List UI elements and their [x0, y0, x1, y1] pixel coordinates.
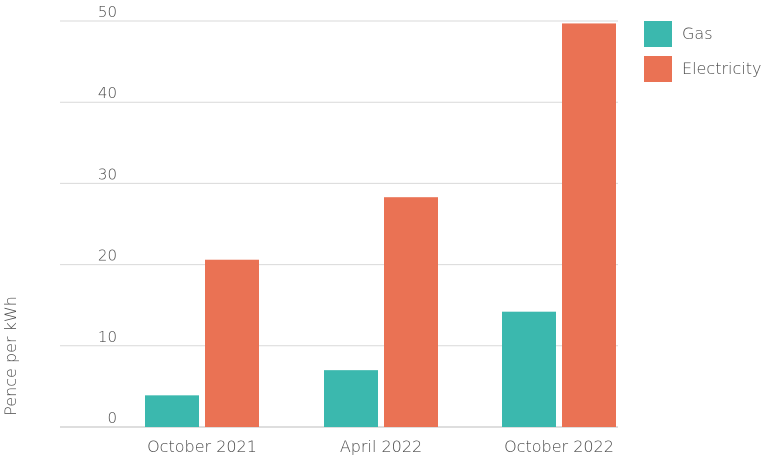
legend-swatch-gas	[644, 21, 672, 47]
y-tick-label-50: 50	[98, 3, 117, 21]
y-axis-label: Pence per kWh	[1, 296, 20, 416]
bar-gas-1	[145, 395, 199, 427]
x-tick-label-2: April 2022	[340, 437, 422, 456]
y-tick-label-40: 40	[98, 84, 117, 102]
bar-electricity-2	[384, 197, 438, 427]
legend: Gas Electricity	[644, 21, 761, 82]
y-tick-label-20: 20	[98, 247, 117, 265]
legend-label-electricity: Electricity	[682, 59, 761, 78]
y-tick-label-10: 10	[98, 328, 117, 346]
legend-swatch-electricity	[644, 56, 672, 82]
y-tick-label-30: 30	[98, 165, 117, 183]
legend-label-gas: Gas	[682, 24, 713, 43]
bar-gas-3	[502, 311, 556, 427]
y-tick-labels: 0 10 20 30 40 50	[98, 3, 117, 427]
legend-item-electricity: Electricity	[644, 56, 761, 82]
bar-gas-2	[324, 370, 378, 427]
bar-electricity-3	[562, 23, 616, 427]
bars	[145, 23, 616, 427]
x-tick-labels: October 2021 April 2022 October 2022	[147, 437, 614, 456]
x-tick-label-3: October 2022	[504, 437, 614, 456]
x-tick-label-1: October 2021	[147, 437, 257, 456]
y-tick-label-0: 0	[107, 409, 117, 427]
bar-electricity-1	[205, 259, 259, 427]
legend-item-gas: Gas	[644, 21, 713, 47]
